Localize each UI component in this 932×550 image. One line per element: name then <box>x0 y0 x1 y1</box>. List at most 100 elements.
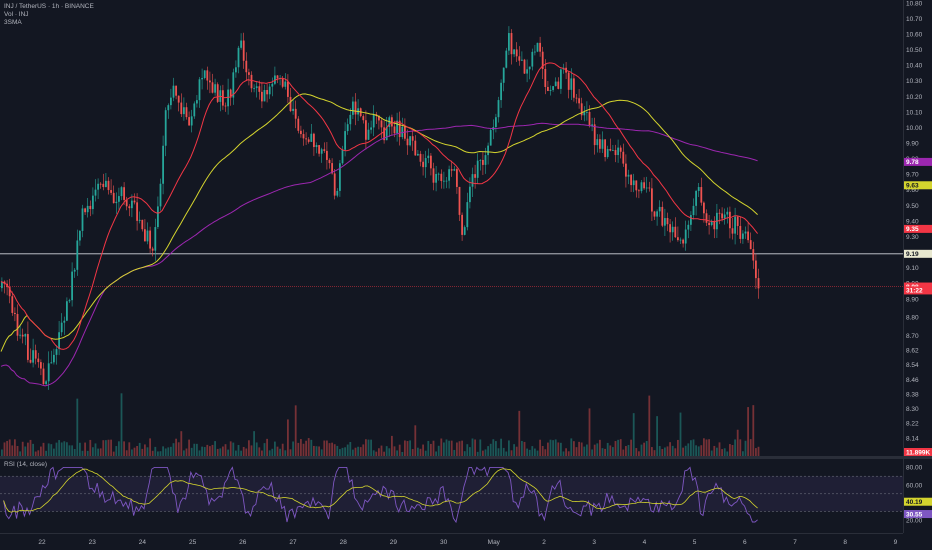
price-tick-label: 10.50 <box>906 47 923 54</box>
ma-fast-line[interactable] <box>0 62 758 350</box>
volume-bar <box>482 450 484 456</box>
candle-body <box>739 225 742 239</box>
candle-body <box>276 75 279 79</box>
candle-body <box>42 368 45 385</box>
candle-body <box>575 97 578 99</box>
volume-bar <box>240 450 242 456</box>
candle-body <box>14 312 16 315</box>
candle-body <box>430 155 432 169</box>
candle-body <box>591 124 593 127</box>
volume-bar <box>294 405 297 456</box>
price-tag[interactable] <box>904 224 932 233</box>
candle-body <box>274 75 276 84</box>
candle-body <box>385 127 388 141</box>
volume-bar <box>149 438 151 456</box>
volume-bar <box>749 439 752 456</box>
rsi-value-tag[interactable] <box>904 510 932 519</box>
price-chart[interactable] <box>0 0 903 456</box>
candle-body <box>76 240 79 270</box>
symbol-title[interactable]: INJ / TetherUS · 1h · BINANCE <box>4 3 94 10</box>
volume-bar <box>131 449 133 456</box>
volume-bar <box>50 444 53 456</box>
candle-body <box>609 148 612 151</box>
rsi-chart[interactable] <box>0 459 903 533</box>
candle-body <box>541 51 544 69</box>
volume-bar <box>705 439 708 456</box>
rsi-line[interactable] <box>3 466 758 524</box>
volume-bar <box>141 448 144 456</box>
volume-bar <box>53 448 55 456</box>
rsi-title[interactable]: RSI (14, close) <box>4 461 47 468</box>
volume-bar <box>419 448 422 456</box>
volume-bar <box>144 444 146 456</box>
volume-bar <box>224 444 227 456</box>
price-axis[interactable]: 10.80 10.70 10.60 10.50 10.40 10.30 10.20 10.10… <box>903 0 932 533</box>
candle-body <box>11 296 14 313</box>
volume-bar <box>11 445 14 456</box>
candle-body <box>734 216 736 234</box>
volume-bar <box>29 439 32 456</box>
volume-bar <box>640 444 643 456</box>
price-tick-label: 10.40 <box>906 63 923 70</box>
candle-body <box>97 183 99 190</box>
volume-bar <box>479 439 482 456</box>
volume-bar <box>279 448 281 456</box>
volume-legend[interactable]: Vol · INJ <box>4 11 29 18</box>
price-tick-label: 8.38 <box>906 391 919 398</box>
price-tag[interactable] <box>904 181 932 190</box>
candle-body <box>723 214 726 219</box>
candle-body <box>651 188 653 212</box>
price-tag[interactable] <box>904 249 932 258</box>
candle-body <box>227 89 229 107</box>
volume-bar <box>757 446 760 456</box>
candle-body <box>695 190 697 206</box>
price-tag[interactable] <box>904 448 932 456</box>
candle-body <box>318 145 320 154</box>
volume-bar <box>27 442 29 456</box>
volume-bar <box>510 450 513 456</box>
ma-mid-line[interactable] <box>0 93 758 352</box>
volume-bar <box>120 393 123 456</box>
candle-body <box>201 78 203 80</box>
time-axis[interactable]: 22 23 24 25 26 27 28 29 30 May 2 3 4 5 6 7 8 9 <box>0 533 903 550</box>
volume-bar <box>456 442 458 456</box>
volume-bar <box>336 445 339 456</box>
volume-bar <box>573 441 575 456</box>
volume-bar <box>643 442 645 456</box>
rsi-ma-line[interactable] <box>3 468 758 513</box>
candle-body <box>27 334 29 360</box>
volume-bar <box>326 440 328 456</box>
candle-body <box>484 155 487 165</box>
volume-bar <box>8 439 11 456</box>
candle-body <box>513 49 515 55</box>
volume-bar <box>266 438 268 456</box>
candle-body <box>336 190 339 196</box>
candle-body <box>138 219 141 221</box>
rsi-value-tag[interactable] <box>904 497 932 506</box>
candle-body <box>622 151 625 164</box>
volume-bar <box>253 431 255 456</box>
price-chart-pane[interactable]: INJ / TetherUS · 1h · BINANCE Vol · INJ … <box>0 0 903 456</box>
price-tick-label: 8.80 <box>906 315 919 322</box>
price-tick-label: 9.40 <box>906 218 919 225</box>
rsi-pane[interactable]: RSI (14, close) <box>0 459 903 533</box>
volume-bar <box>593 444 596 456</box>
ma-slow-line[interactable] <box>0 122 758 387</box>
volume-bar <box>476 451 479 456</box>
volume-bar <box>375 451 378 456</box>
candle-body <box>300 130 302 135</box>
volume-bar <box>526 448 528 456</box>
ma-legend[interactable]: 3SMA <box>4 19 22 26</box>
volume-bar <box>417 447 419 456</box>
volume-bar <box>367 439 370 456</box>
candle-body <box>580 103 583 116</box>
candle-body <box>497 100 500 118</box>
pane-divider[interactable] <box>0 456 932 459</box>
candle-body <box>196 100 198 104</box>
candle-body <box>414 140 417 156</box>
volume-bar <box>47 443 50 456</box>
price-tag[interactable] <box>904 157 932 166</box>
price-tag[interactable] <box>904 286 932 295</box>
candle-body <box>203 70 206 79</box>
volume-bar <box>713 445 716 456</box>
